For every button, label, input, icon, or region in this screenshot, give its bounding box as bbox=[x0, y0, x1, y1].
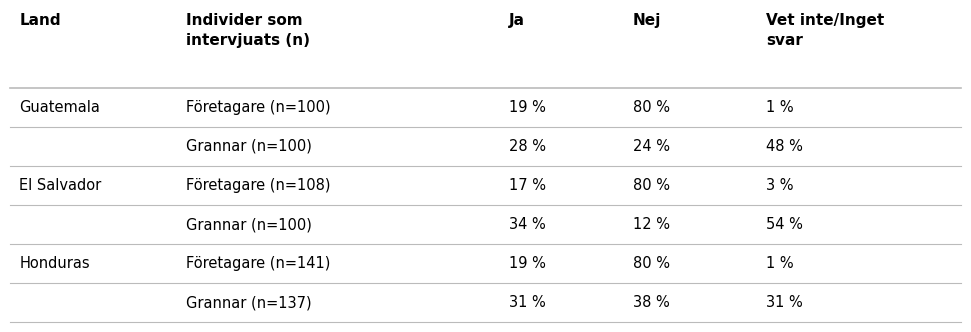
Text: 38 %: 38 % bbox=[633, 295, 670, 310]
Text: Företagare (n=141): Företagare (n=141) bbox=[185, 256, 330, 271]
Text: 3 %: 3 % bbox=[766, 178, 793, 193]
Text: Guatemala: Guatemala bbox=[19, 100, 100, 115]
Text: 80 %: 80 % bbox=[633, 178, 670, 193]
Text: Ja: Ja bbox=[509, 13, 525, 28]
Text: 48 %: 48 % bbox=[766, 139, 803, 154]
Text: 19 %: 19 % bbox=[509, 256, 546, 271]
Text: Företagare (n=108): Företagare (n=108) bbox=[185, 178, 330, 193]
Text: Honduras: Honduras bbox=[19, 256, 90, 271]
Text: 1 %: 1 % bbox=[766, 100, 794, 115]
Text: 1 %: 1 % bbox=[766, 256, 794, 271]
Text: Företagare (n=100): Företagare (n=100) bbox=[185, 100, 330, 115]
Text: 31 %: 31 % bbox=[766, 295, 803, 310]
Text: 28 %: 28 % bbox=[509, 139, 547, 154]
Text: 17 %: 17 % bbox=[509, 178, 547, 193]
Text: Grannar (n=100): Grannar (n=100) bbox=[185, 217, 312, 232]
Text: Individer som
intervjuats (n): Individer som intervjuats (n) bbox=[185, 13, 310, 48]
Text: 80 %: 80 % bbox=[633, 256, 670, 271]
Text: Grannar (n=100): Grannar (n=100) bbox=[185, 139, 312, 154]
Text: Vet inte/Inget
svar: Vet inte/Inget svar bbox=[766, 13, 885, 48]
Text: El Salvador: El Salvador bbox=[19, 178, 102, 193]
Text: 80 %: 80 % bbox=[633, 100, 670, 115]
Text: Grannar (n=137): Grannar (n=137) bbox=[185, 295, 312, 310]
Text: 19 %: 19 % bbox=[509, 100, 546, 115]
Text: 24 %: 24 % bbox=[633, 139, 670, 154]
Text: 31 %: 31 % bbox=[509, 295, 546, 310]
Text: 12 %: 12 % bbox=[633, 217, 670, 232]
Text: Land: Land bbox=[19, 13, 61, 28]
Text: 34 %: 34 % bbox=[509, 217, 546, 232]
Text: Nej: Nej bbox=[633, 13, 661, 28]
Text: 54 %: 54 % bbox=[766, 217, 803, 232]
